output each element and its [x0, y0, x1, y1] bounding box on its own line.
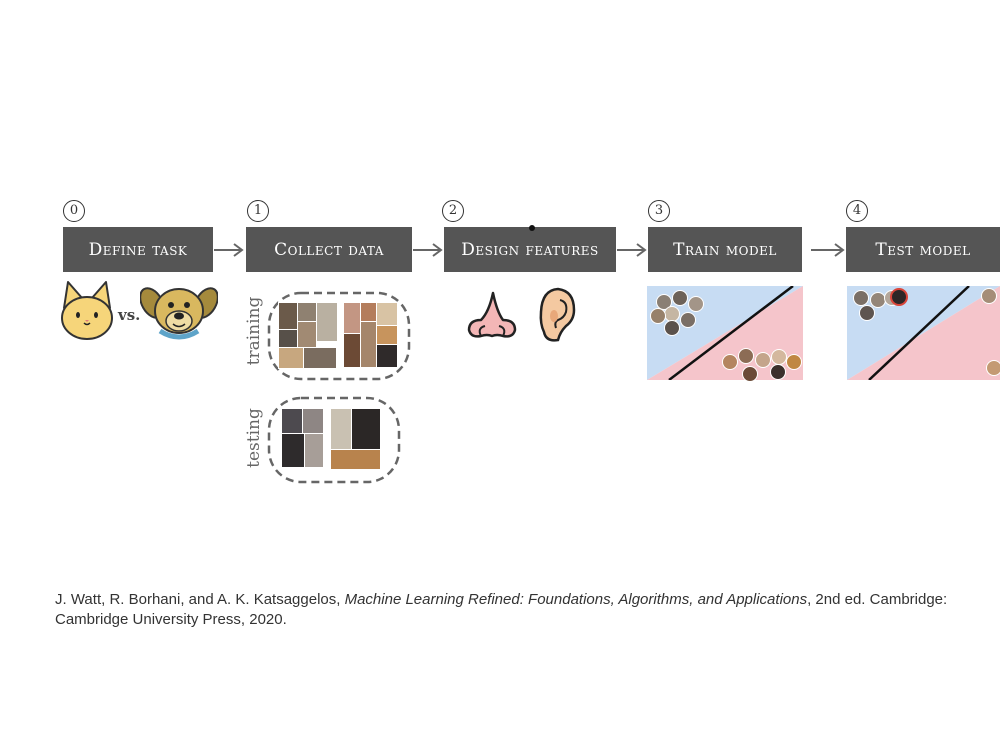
step-4-number: 4	[846, 200, 868, 222]
dog-datapoint	[742, 366, 758, 382]
test-model-plot	[847, 286, 1000, 380]
vs-label: vs.	[118, 306, 141, 324]
dog-datapoint	[755, 352, 771, 368]
step-define-task: Define task	[63, 227, 213, 272]
citation: J. Watt, R. Borhani, and A. K. Katsaggel…	[55, 590, 965, 630]
training-photo	[278, 347, 304, 369]
step-test-model: Test model	[846, 227, 1000, 272]
dog-datapoint	[981, 288, 997, 304]
training-photo	[360, 302, 377, 322]
dog-datapoint	[986, 360, 1000, 376]
training-photo	[343, 333, 361, 368]
training-photo	[316, 302, 338, 342]
ear-icon	[539, 287, 576, 342]
step-3-number: 3	[648, 200, 670, 222]
dog-datapoint	[786, 354, 802, 370]
cat-datapoint	[680, 312, 696, 328]
misclassified-datapoint	[890, 288, 908, 306]
training-photo	[376, 302, 398, 326]
training-photo	[360, 321, 377, 368]
testing-set-outline	[267, 396, 401, 484]
step-design-features: Design features	[444, 227, 616, 272]
training-photo	[278, 329, 298, 348]
training-photo	[376, 344, 398, 368]
training-photo	[303, 347, 337, 369]
cat-datapoint	[853, 290, 869, 306]
step-train-model: Train model	[648, 227, 802, 272]
testing-label: testing	[244, 408, 264, 468]
arrow-right-icon	[617, 243, 647, 257]
dog-datapoint	[771, 349, 787, 365]
testing-photo	[351, 408, 381, 450]
pointer-dot	[529, 225, 535, 231]
training-photo	[343, 302, 361, 334]
step-2-number: 2	[442, 200, 464, 222]
training-label: training	[244, 296, 264, 366]
arrow-right-icon	[413, 243, 443, 257]
testing-photo	[330, 449, 381, 470]
step-collect-data: Collect data	[246, 227, 412, 272]
testing-photo	[304, 433, 324, 468]
arrow-right-icon	[214, 243, 244, 257]
dog-icon	[140, 287, 218, 340]
testing-photo	[302, 408, 324, 434]
cat-datapoint	[859, 305, 875, 321]
testing-photo	[330, 408, 352, 450]
arrow-right-icon	[811, 243, 845, 257]
dog-datapoint	[722, 354, 738, 370]
step-1-number: 1	[247, 200, 269, 222]
cat-datapoint	[672, 290, 688, 306]
cat-icon	[61, 281, 113, 340]
dog-datapoint	[770, 364, 786, 380]
cat-datapoint	[664, 320, 680, 336]
dog-datapoint	[738, 348, 754, 364]
testing-photo	[281, 433, 305, 468]
training-photo	[297, 302, 317, 322]
training-photo	[297, 321, 317, 348]
training-photo	[376, 325, 398, 345]
nose-icon	[467, 291, 517, 338]
cat-datapoint	[650, 308, 666, 324]
training-set-outline	[267, 291, 411, 381]
citation-title: Machine Learning Refined: Foundations, A…	[344, 591, 808, 608]
cat-datapoint	[688, 296, 704, 312]
training-photo	[278, 302, 298, 330]
step-0-number: 0	[63, 200, 85, 222]
citation-publisher: , 2nd ed. Cambridge: Cambridge Universit…	[55, 591, 948, 628]
testing-photo	[281, 408, 303, 434]
citation-authors: J. Watt, R. Borhani, and A. K. Katsaggel…	[55, 591, 345, 608]
